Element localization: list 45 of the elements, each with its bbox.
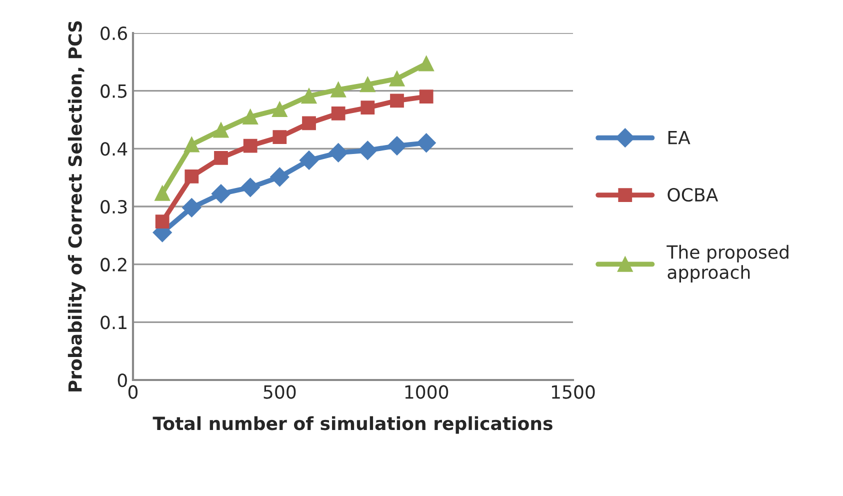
y-tick-label: 0.1 bbox=[100, 316, 126, 330]
y-tick-label: 0 bbox=[118, 373, 127, 388]
y-tick-label: 0.4 bbox=[100, 142, 128, 156]
point bbox=[328, 143, 348, 162]
point bbox=[211, 184, 231, 204]
point bbox=[154, 186, 170, 201]
y-tick-label: 0.5 bbox=[100, 84, 127, 98]
legend-label: OCBA bbox=[668, 188, 718, 202]
point bbox=[243, 138, 258, 153]
point bbox=[330, 82, 346, 98]
x-axis-title: Total number of simulation replications bbox=[152, 416, 552, 434]
point bbox=[418, 56, 434, 72]
point bbox=[390, 94, 404, 108]
point bbox=[299, 150, 319, 170]
point bbox=[358, 140, 378, 160]
y-tick-label: 0.3 bbox=[100, 200, 127, 214]
x-tick-label: 1000 bbox=[405, 385, 448, 399]
point bbox=[387, 136, 407, 156]
point bbox=[155, 214, 170, 228]
point bbox=[389, 71, 405, 86]
point bbox=[331, 106, 346, 120]
point bbox=[270, 167, 290, 187]
point bbox=[184, 169, 199, 184]
y-axis-title: Probability of Correct Selection, PCS bbox=[68, 21, 86, 392]
point bbox=[272, 130, 287, 144]
point bbox=[213, 122, 229, 138]
x-tick-label: 1500 bbox=[552, 385, 595, 399]
y-tick-label: 0.6 bbox=[100, 26, 128, 40]
x-tick-label: 500 bbox=[264, 385, 296, 399]
point bbox=[272, 102, 288, 117]
x-tick-label: 0 bbox=[128, 385, 138, 399]
point bbox=[360, 76, 376, 92]
point bbox=[302, 116, 316, 130]
point bbox=[240, 178, 260, 197]
point bbox=[242, 109, 258, 124]
point bbox=[184, 136, 200, 152]
legend-label: The proposed approach bbox=[666, 244, 788, 283]
point bbox=[416, 133, 436, 152]
point bbox=[301, 88, 317, 104]
point bbox=[360, 100, 375, 115]
y-tick-label: 0.2 bbox=[100, 258, 126, 272]
point bbox=[214, 150, 228, 165]
point bbox=[182, 198, 202, 218]
point bbox=[419, 90, 434, 104]
legend-label: EA bbox=[668, 131, 690, 144]
